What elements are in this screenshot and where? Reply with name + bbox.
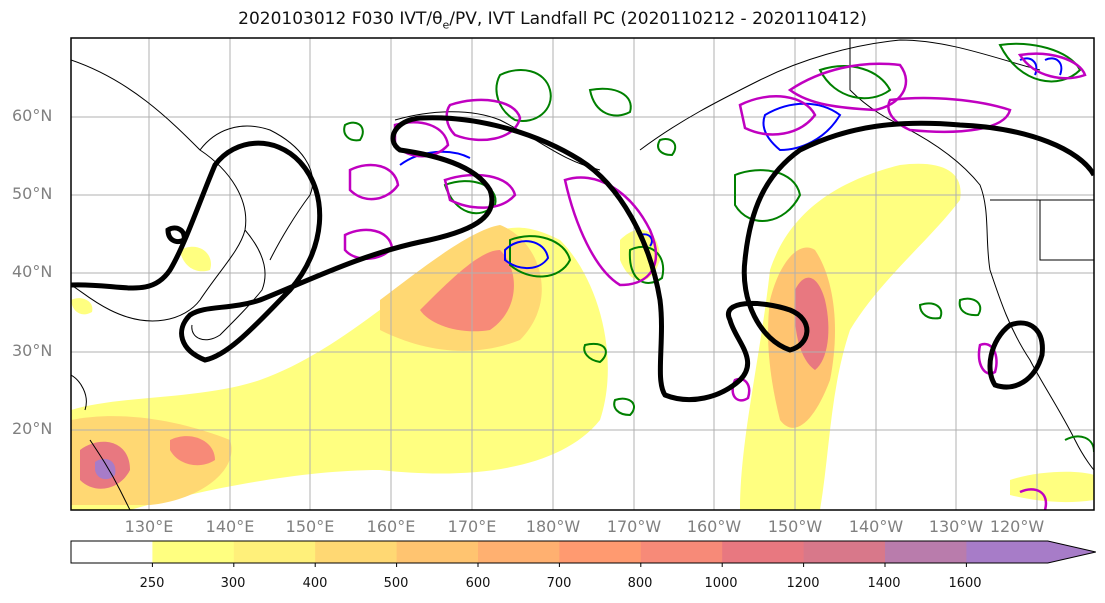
colorbar-tick-600: 600 bbox=[465, 576, 491, 591]
colorbar-tick-1000: 1000 bbox=[704, 576, 738, 591]
colorbar-tick-800: 800 bbox=[627, 576, 653, 591]
graticule bbox=[71, 38, 1094, 510]
lon-label-160e: 160°E bbox=[366, 517, 416, 536]
colorbar-swatch-10 bbox=[885, 541, 967, 563]
lon-label-170e: 170°E bbox=[447, 517, 497, 536]
colorbar-swatch-6 bbox=[559, 541, 642, 563]
lat-label-40: 40°N bbox=[12, 262, 53, 281]
colorbar-extend-arrow bbox=[1047, 541, 1096, 563]
lon-label-120w: 120°W bbox=[989, 517, 1045, 536]
colorbar-tick-1600: 1600 bbox=[948, 576, 982, 591]
figure-title: 2020103012 F030 IVT/θe/PV, IVT Landfall … bbox=[238, 9, 867, 32]
colorbar-swatch-8 bbox=[722, 541, 805, 563]
lon-label-140w: 140°W bbox=[848, 517, 904, 536]
map-frame bbox=[70, 37, 1095, 511]
lat-label-30: 30°N bbox=[12, 341, 53, 360]
colorbar-tick-400: 400 bbox=[302, 576, 328, 591]
colorbar-swatch-4 bbox=[396, 541, 479, 563]
lat-label-50: 50°N bbox=[12, 184, 53, 203]
lon-label-160w: 160°W bbox=[686, 517, 742, 536]
lon-label-170w: 170°W bbox=[606, 517, 662, 536]
lon-label-130w: 130°W bbox=[928, 517, 984, 536]
colorbar-tick-700: 700 bbox=[546, 576, 572, 591]
colorbar-swatch-11 bbox=[966, 541, 1049, 563]
colorbar-swatch-5 bbox=[478, 541, 560, 563]
colorbar-tick-500: 500 bbox=[383, 576, 409, 591]
trough-contours bbox=[71, 115, 1094, 403]
lon-label-150w: 150°W bbox=[767, 517, 823, 536]
colorbar bbox=[70, 540, 1096, 567]
colorbar-swatch-1 bbox=[152, 541, 235, 563]
colorbar-tick-250: 250 bbox=[139, 576, 165, 591]
colorbar-tick-1200: 1200 bbox=[786, 576, 820, 591]
colorbar-swatch-2 bbox=[233, 541, 316, 563]
lon-label-180w: 180°W bbox=[525, 517, 581, 536]
coastlines bbox=[71, 38, 1094, 510]
colorbar-swatch-9 bbox=[803, 541, 886, 563]
colorbar-swatch-7 bbox=[640, 541, 723, 563]
theta-e-contours bbox=[343, 42, 1094, 453]
lon-label-140e: 140°E bbox=[205, 517, 255, 536]
colorbar-swatch-0 bbox=[71, 541, 153, 563]
lat-label-20: 20°N bbox=[12, 419, 53, 438]
ivt-shading bbox=[71, 163, 1094, 510]
colorbar-tick-1400: 1400 bbox=[867, 576, 901, 591]
colorbar-swatch-3 bbox=[315, 541, 398, 563]
colorbar-frame bbox=[70, 540, 1096, 564]
lat-label-60: 60°N bbox=[12, 106, 53, 125]
lon-label-130e: 130°E bbox=[124, 517, 174, 536]
lon-label-150e: 150°E bbox=[285, 517, 335, 536]
colorbar-tick-300: 300 bbox=[220, 576, 246, 591]
